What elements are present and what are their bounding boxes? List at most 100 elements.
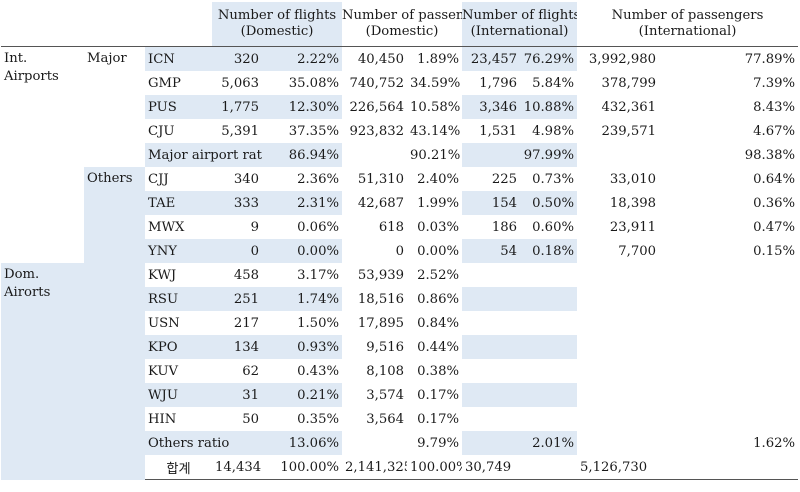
cell: 3,992,980	[588, 51, 656, 67]
cell	[520, 335, 577, 359]
cell: 2.36%	[297, 171, 339, 187]
cell: 2.40%	[417, 171, 459, 187]
cell	[462, 359, 520, 383]
cell: 86.94%	[262, 143, 342, 167]
cell	[342, 143, 407, 167]
cell: 9	[250, 219, 259, 235]
cell	[462, 335, 520, 359]
total-label: 합계	[145, 455, 212, 480]
table-row: KUV 62 0.43% 8,108 0.38%	[1, 359, 798, 383]
cell	[520, 359, 577, 383]
cell	[659, 335, 798, 359]
header-domestic-passengers: Number of passengers(Domestic)	[342, 8, 462, 39]
cell: 5.84%	[532, 75, 574, 91]
cell	[520, 287, 577, 311]
cell	[462, 407, 520, 431]
cell: 0.06%	[297, 219, 339, 235]
cell: 618	[378, 219, 404, 235]
airport-code: CJU	[148, 123, 175, 139]
airport-code: RSU	[145, 287, 212, 311]
cell: 1.99%	[417, 195, 459, 211]
cell: 0.50%	[520, 191, 577, 215]
cell: 333	[212, 191, 262, 215]
airport-code: KUV	[148, 363, 179, 379]
cell	[520, 407, 577, 431]
header-corner	[1, 2, 212, 47]
subgroup-major: Major	[87, 51, 127, 66]
cell: 154	[462, 191, 520, 215]
cell: 8,108	[366, 363, 404, 379]
cell	[520, 311, 577, 335]
cell: 10.88%	[520, 95, 577, 119]
cell: 90.21%	[410, 147, 461, 163]
cell: 225	[491, 171, 517, 187]
cell: 251	[212, 287, 262, 311]
airport-code: HIN	[148, 411, 177, 427]
cell: 0.38%	[417, 363, 459, 379]
table-row: KPO 134 0.93% 9,516 0.44%	[1, 335, 798, 359]
table-row: RSU 251 1.74% 18,516 0.86%	[1, 287, 798, 311]
cell	[577, 383, 659, 407]
airport-code: CJJ	[148, 171, 169, 187]
airport-code: USN	[148, 315, 180, 331]
cell: 31	[212, 383, 262, 407]
cell: 43.14%	[410, 123, 461, 139]
table-row: Dom. Airorts KWJ 458 3.17% 53,939 2.52%	[1, 263, 798, 480]
airport-code: KPO	[145, 335, 212, 359]
cell: 34.59%	[410, 75, 461, 91]
cell	[659, 407, 798, 431]
cell: 23,911	[609, 219, 656, 235]
cell: 30,749	[462, 455, 577, 480]
cell: 0.44%	[417, 339, 459, 355]
cell: 97.99%	[520, 143, 577, 167]
cell: 0	[395, 243, 404, 259]
cell	[342, 431, 407, 455]
cell: 9.79%	[417, 435, 459, 451]
cell	[462, 263, 520, 287]
cell: 50	[242, 411, 259, 427]
cell: 340	[233, 171, 259, 187]
table-row: PUS 1,775 12.30% 226,564 10.58% 3,346 10…	[1, 95, 798, 119]
subgroup-others: Others	[84, 167, 145, 263]
cell	[577, 143, 659, 167]
table-row: YNY 0 0.00% 0 0.00% 54 0.18% 7,700 0.15%	[1, 239, 798, 263]
cell: 3,346	[462, 95, 520, 119]
cell: 1.62%	[753, 435, 796, 451]
cell: 7.39%	[753, 75, 796, 91]
cell: 17,895	[357, 315, 404, 331]
cell: 0.60%	[532, 219, 574, 235]
cell: 2.01%	[520, 431, 577, 455]
group-int-airports: Int. Airports	[4, 51, 59, 84]
airport-code: ICN	[145, 46, 212, 71]
cell: 23,457	[462, 46, 520, 71]
cell: 7,700	[618, 243, 656, 259]
cell: 0.00%	[262, 239, 342, 263]
cell: 217	[233, 315, 259, 331]
table-row: TAE 333 2.31% 42,687 1.99% 154 0.50% 18,…	[1, 191, 798, 215]
cell: 0.18%	[520, 239, 577, 263]
cell: 3,574	[366, 387, 404, 403]
cell	[577, 335, 659, 359]
table-row: WJU 31 0.21% 3,574 0.17%	[1, 383, 798, 407]
table-row: Others CJJ 340 2.36% 51,310 2.40% 225 0.…	[1, 167, 798, 263]
cell: 923,832	[349, 123, 404, 139]
cell	[462, 431, 520, 455]
cell: 378,799	[601, 75, 656, 91]
table-row: USN 217 1.50% 17,895 0.84%	[1, 311, 798, 335]
cell: 4.98%	[532, 123, 574, 139]
cell: 3,564	[366, 411, 404, 427]
cell: 134	[212, 335, 262, 359]
cell: 0.86%	[417, 291, 459, 307]
cell	[577, 263, 659, 287]
cell	[659, 287, 798, 311]
cell	[520, 383, 577, 407]
cell: 0.36%	[753, 195, 796, 211]
cell: 18,516	[357, 291, 404, 307]
major-ratio-row: Major airport ratio 86.94% 90.21% 97.99%…	[1, 143, 798, 167]
cell	[520, 263, 577, 287]
cell: 53,939	[357, 267, 404, 283]
cell	[577, 431, 659, 455]
cell: 0.47%	[753, 219, 796, 235]
cell	[462, 383, 520, 407]
cell: 0.17%	[417, 411, 459, 427]
